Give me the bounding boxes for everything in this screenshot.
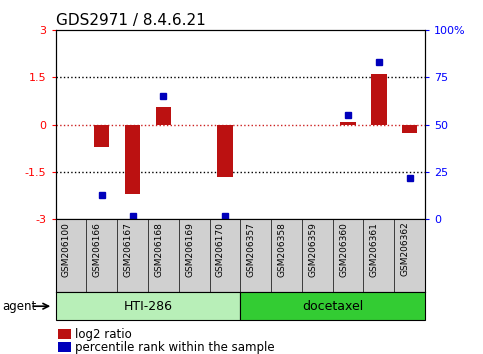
Text: GSM206167: GSM206167: [124, 222, 132, 276]
Text: GSM206166: GSM206166: [93, 222, 102, 276]
Text: percentile rank within the sample: percentile rank within the sample: [75, 341, 274, 354]
Text: GSM206170: GSM206170: [216, 222, 225, 276]
Bar: [371, 74, 386, 125]
Text: log2 ratio: log2 ratio: [75, 328, 131, 341]
Text: agent: agent: [2, 300, 37, 313]
Text: GSM206100: GSM206100: [62, 222, 71, 276]
Bar: [402, 125, 417, 133]
Text: GSM206357: GSM206357: [247, 222, 256, 276]
Bar: [56, 292, 241, 320]
Text: GDS2971 / 8.4.6.21: GDS2971 / 8.4.6.21: [56, 12, 205, 28]
Text: GSM206361: GSM206361: [370, 222, 379, 276]
Text: GSM206168: GSM206168: [154, 222, 163, 276]
Text: GSM206362: GSM206362: [400, 222, 410, 276]
Bar: [125, 125, 140, 194]
Bar: [240, 292, 425, 320]
Text: GSM206169: GSM206169: [185, 222, 194, 276]
Text: GSM206358: GSM206358: [277, 222, 286, 276]
Bar: [217, 125, 233, 177]
Text: GSM206360: GSM206360: [339, 222, 348, 276]
Text: HTI-286: HTI-286: [124, 300, 172, 313]
Text: docetaxel: docetaxel: [302, 300, 363, 313]
Bar: [341, 122, 356, 125]
Bar: [156, 107, 171, 125]
Text: GSM206359: GSM206359: [308, 222, 317, 276]
Bar: [94, 125, 110, 147]
